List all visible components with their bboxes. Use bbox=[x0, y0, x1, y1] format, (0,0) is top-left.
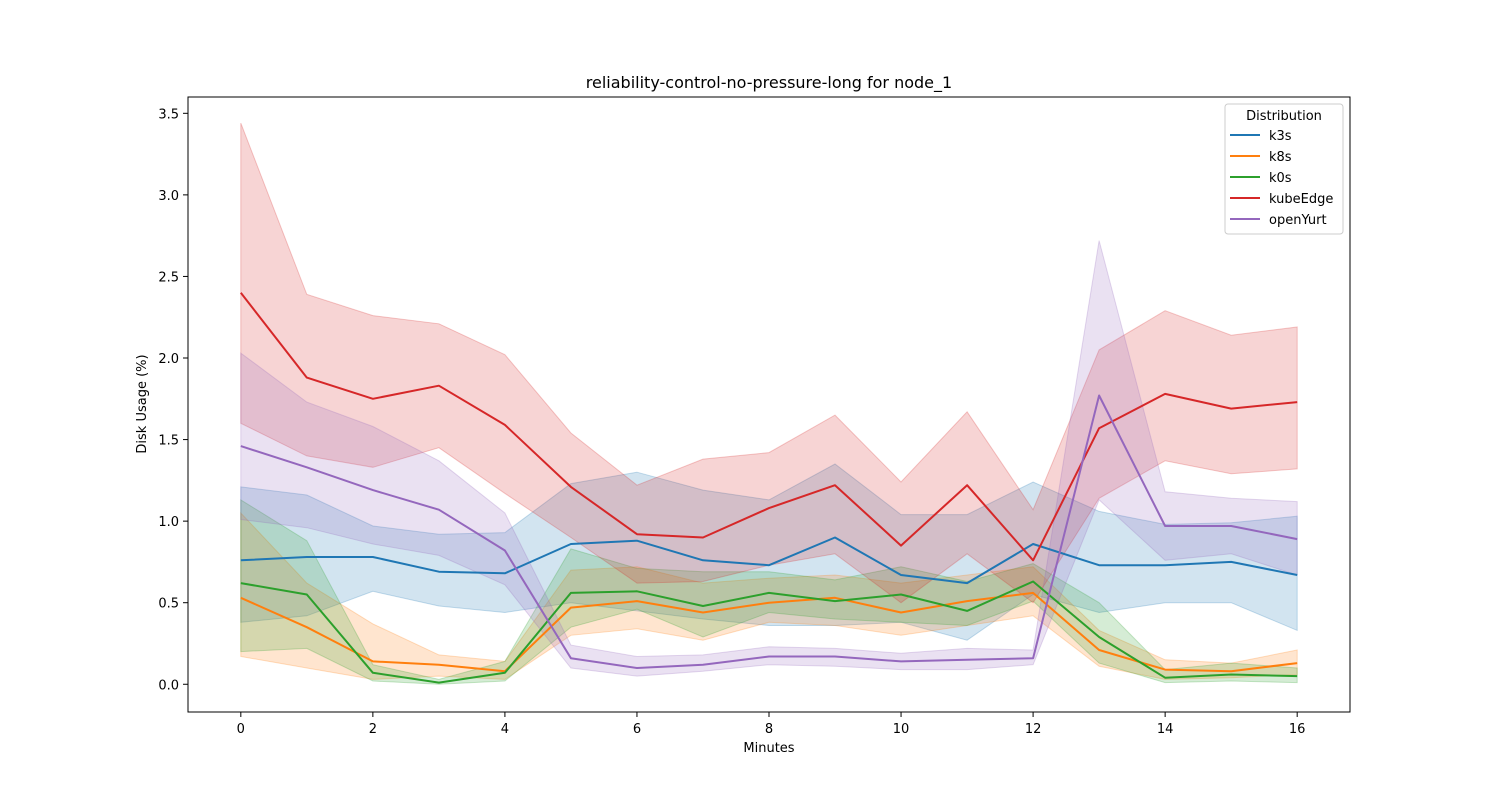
y-tick-label: 1.5 bbox=[158, 434, 179, 449]
x-tick-label: 4 bbox=[501, 722, 509, 737]
x-tick-label: 0 bbox=[237, 722, 245, 737]
series-line-k8s bbox=[240, 591, 1298, 673]
series-line-k3s bbox=[240, 536, 1298, 585]
legend-item-k0s: k0s bbox=[1230, 171, 1292, 186]
legend-box bbox=[1224, 103, 1344, 235]
legend-item-k3s: k3s bbox=[1230, 129, 1292, 144]
series-lines bbox=[240, 292, 1298, 684]
legend-label-k3s: k3s bbox=[1269, 129, 1292, 144]
x-tick-label: 2 bbox=[369, 722, 377, 737]
y-tick-label: 1.0 bbox=[158, 515, 179, 530]
y-tick-label: 3.5 bbox=[158, 107, 179, 122]
series-line-k0s bbox=[240, 580, 1298, 684]
confidence-band-k8s bbox=[240, 511, 1298, 680]
y-tick-label: 2.5 bbox=[158, 270, 179, 285]
series-line-openyurt bbox=[240, 394, 1298, 669]
x-tick-label: 12 bbox=[1025, 722, 1042, 737]
series-line-kubeedge bbox=[240, 292, 1298, 562]
legend-item-kubeedge: kubeEdge bbox=[1230, 192, 1333, 207]
legend-label-k0s: k0s bbox=[1269, 171, 1292, 186]
x-tick-label: 14 bbox=[1157, 722, 1174, 737]
y-tick-label: 3.0 bbox=[158, 189, 179, 204]
x-tick-label: 6 bbox=[633, 722, 641, 737]
y-axis-ticks: 0.0 0.5 1.0 1.5 2.0 2.5 3.0 3.5 bbox=[158, 107, 188, 693]
y-tick-label: 0.5 bbox=[158, 597, 179, 612]
x-tick-label: 8 bbox=[765, 722, 773, 737]
legend-item-k8s: k8s bbox=[1230, 150, 1292, 165]
legend-item-openyurt: openYurt bbox=[1230, 213, 1327, 228]
y-tick-label: 2.0 bbox=[158, 352, 179, 367]
y-axis-label: Disk Usage (%) bbox=[135, 354, 150, 453]
legend-label-kubeedge: kubeEdge bbox=[1269, 192, 1333, 207]
legend-items: k3s k8s k0s kubeEdge openYurt bbox=[1230, 129, 1333, 228]
confidence-band-kubeedge bbox=[240, 122, 1298, 604]
x-axis-label: Minutes bbox=[743, 741, 794, 756]
legend-label-openyurt: openYurt bbox=[1269, 213, 1327, 228]
y-tick-label: 0.0 bbox=[158, 678, 179, 693]
legend: Distribution k3s k8s k0s kubeEdge openYurt bbox=[1224, 103, 1344, 235]
x-tick-label: 10 bbox=[893, 722, 910, 737]
chart-title: reliability-control-no-pressure-long for… bbox=[586, 73, 952, 93]
x-axis-ticks: 0 2 4 6 8 10 12 14 16 bbox=[237, 712, 1306, 737]
legend-label-k8s: k8s bbox=[1269, 150, 1292, 165]
legend-title: Distribution bbox=[1246, 109, 1322, 124]
x-tick-label: 16 bbox=[1289, 722, 1306, 737]
confidence-band-k3s bbox=[240, 463, 1298, 641]
